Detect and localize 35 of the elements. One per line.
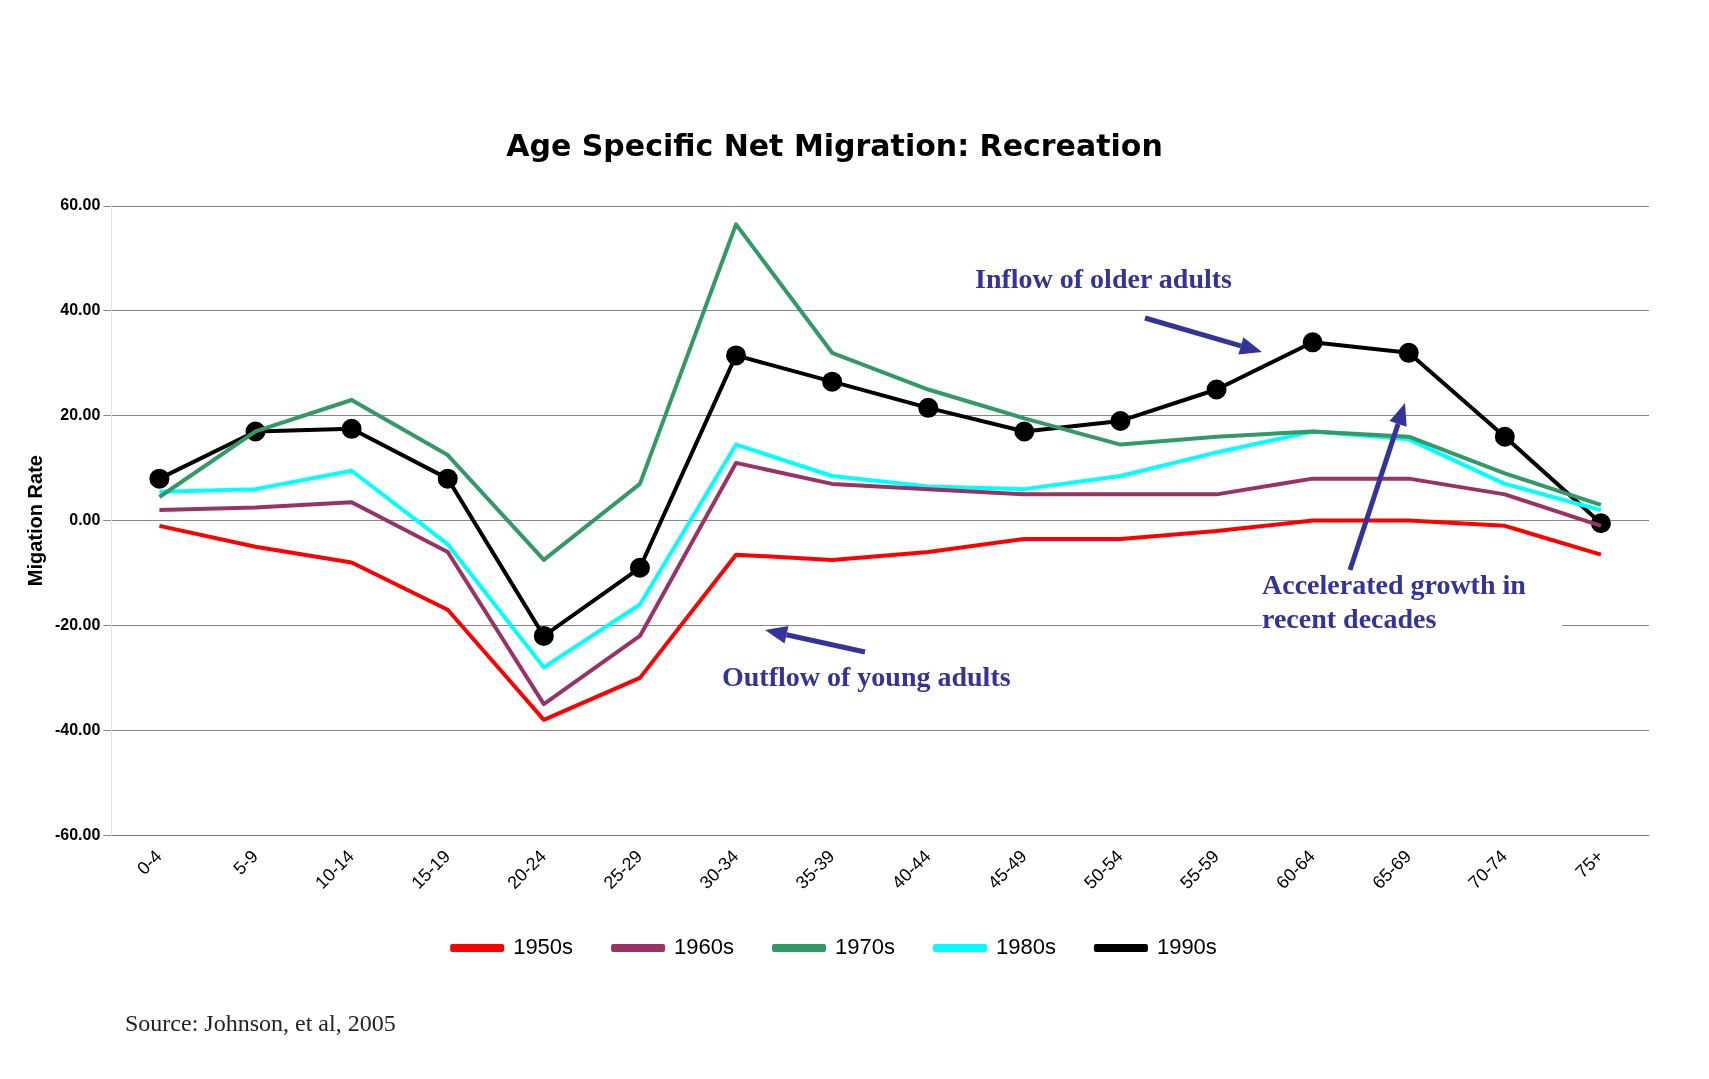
point	[1014, 421, 1035, 442]
y-tick-label: 0.00	[69, 510, 101, 528]
point	[1206, 379, 1227, 400]
y-tick-label: -60.00	[54, 825, 101, 843]
point	[533, 625, 554, 646]
point	[1110, 410, 1131, 431]
annotation: Inflow of older adults	[975, 262, 1232, 296]
y-tick-label: 60.00	[60, 196, 101, 214]
point	[918, 397, 939, 418]
y-tick-label: -20.00	[54, 615, 101, 633]
source-note: Source: Johnson, et al, 2005	[125, 1010, 396, 1037]
point	[629, 557, 650, 578]
legend-label: 1970s	[835, 934, 895, 960]
point	[437, 468, 458, 489]
legend-label: 1950s	[513, 934, 574, 960]
point	[726, 345, 747, 366]
point	[1302, 332, 1323, 353]
point	[149, 468, 170, 489]
annotation: Accelerated growth in recent decades	[1262, 568, 1562, 636]
chart-title: Age Specific Net Migration: Recreation	[506, 127, 1163, 163]
legend-label: 1990s	[1156, 934, 1217, 960]
point	[1398, 342, 1419, 363]
x-tick-label: 0-4	[133, 846, 166, 879]
point	[341, 418, 362, 439]
legend-label: 1980s	[995, 934, 1056, 960]
annotation: Outflow of young adults	[722, 660, 1011, 694]
point	[822, 371, 843, 392]
point	[1494, 426, 1515, 447]
y-tick-label: 40.00	[60, 301, 101, 319]
x-tick-label: 75+	[1571, 846, 1608, 882]
y-tick-label: 20.00	[60, 406, 101, 424]
x-tick-label: 5-9	[229, 846, 262, 879]
legend-label: 1960s	[674, 934, 735, 960]
y-tick-label: -40.00	[54, 720, 101, 738]
y-axis-title: Migation Rate	[23, 455, 46, 587]
